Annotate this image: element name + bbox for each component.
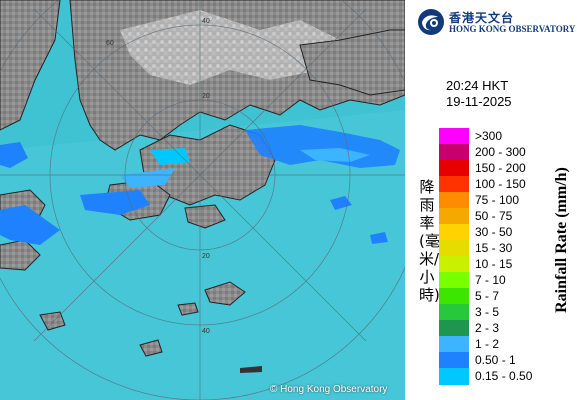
rain-echo-north [150,148,190,165]
southern-island-3 [177,302,199,316]
range-ring-label: 60 [106,40,114,47]
legend-swatch [439,336,469,353]
legend-swatch [439,352,469,369]
southern-island-1 [204,281,246,306]
legend-item: 2 - 3 [439,320,577,337]
range-ring-label: 40 [202,18,210,25]
legend-item: 1 - 2 [439,336,577,353]
radar-map: 20 40 60 20 40 60 © Hong Kong Observator… [0,0,405,400]
legend-item: 100 - 150 [439,176,577,193]
rain-echo-southwest [0,205,60,245]
legend-label: 3 - 5 [475,305,500,319]
southern-island-4 [139,339,163,357]
legend-label: 7 - 10 [475,273,506,287]
logo-name-english: HONG KONG OBSERVATORY [449,24,576,34]
observatory-logo-icon [418,9,444,35]
legend-item: 0.15 - 0.50 [439,368,577,385]
legend-swatch [439,160,469,177]
timestamp-date: 19-11-2025 [446,94,512,109]
legend-swatch [439,240,469,257]
rain-echoes [0,125,400,245]
southern-island-5 [240,366,262,373]
range-ring-label: 20 [202,253,210,260]
legend-label: 200 - 300 [475,145,526,159]
legend-swatch [439,304,469,321]
timestamp-time: 20:24 HKT [446,78,509,93]
legend-title-chinese: 降雨率(毫米/小時) [419,178,440,304]
legend-item: 150 - 200 [439,160,577,177]
legend-swatch [439,224,469,241]
legend-item: 0.50 - 1 [439,352,577,369]
legend-item: 15 - 30 [439,240,577,257]
legend-swatch [439,256,469,273]
legend-item: 75 - 100 [439,192,577,209]
legend-item: 5 - 7 [439,288,577,305]
legend-label: >300 [475,129,503,143]
copyright-notice: © Hong Kong Observatory [270,384,388,395]
legend-panel: 香港天文台 HONG KONG OBSERVATORY 20:24 HKT 19… [405,0,577,400]
legend-label: 0.50 - 1 [475,353,516,367]
west-landmass [0,0,61,131]
legend-label: 1 - 2 [475,337,500,351]
legend-swatch [439,288,469,305]
rain-echo-east-core [300,148,370,162]
legend-label: 0.15 - 0.50 [475,369,533,383]
legend-label: 2 - 3 [475,321,500,335]
legend-swatch [439,368,469,385]
observatory-logo: 香港天文台 HONG KONG OBSERVATORY [417,6,577,38]
rain-echo-central [120,168,175,188]
range-ring-label: 20 [202,93,210,100]
legend-label: 5 - 7 [475,289,500,303]
legend-label: 30 - 50 [475,225,513,239]
legend-item: 10 - 15 [439,256,577,273]
legend-item: 3 - 5 [439,304,577,321]
legend-title-english: Rainfall Rate (mm/h) [553,167,570,313]
legend-swatch [439,208,469,225]
legend-label: 150 - 200 [475,161,526,175]
legend-swatch [439,320,469,337]
sea-tint [0,110,405,400]
legend-label: 10 - 15 [475,257,513,271]
radar-map-canvas: 20 40 60 20 40 60 [0,0,405,400]
cloud-cover [120,10,340,85]
rain-echo-east-small-2 [370,232,388,244]
legend-item: 50 - 75 [439,208,577,225]
legend-item: 200 - 300 [439,144,577,161]
range-ring-label: 40 [202,328,210,335]
rain-echo-west [0,142,28,168]
range-rings [0,0,405,400]
legend-swatch [439,176,469,193]
legend-swatch [439,128,469,145]
hong-kong-island [184,204,226,229]
legend-swatch [439,192,469,209]
range-ring-labels: 20 40 60 20 40 60 [106,18,210,335]
east-landmass [299,29,405,96]
legend-swatch [439,272,469,289]
legend-item: 7 - 10 [439,272,577,289]
rain-echo-lantau [80,190,150,215]
legend-label: 100 - 150 [475,177,526,191]
legend-item: 30 - 50 [439,224,577,241]
legend-label: 50 - 75 [475,209,513,223]
logo-name-chinese: 香港天文台 [449,11,515,25]
legend-label: 75 - 100 [475,193,520,207]
legend-label: 15 - 30 [475,241,513,255]
legend-swatch [439,144,469,161]
legend-item: >300 [439,128,577,145]
